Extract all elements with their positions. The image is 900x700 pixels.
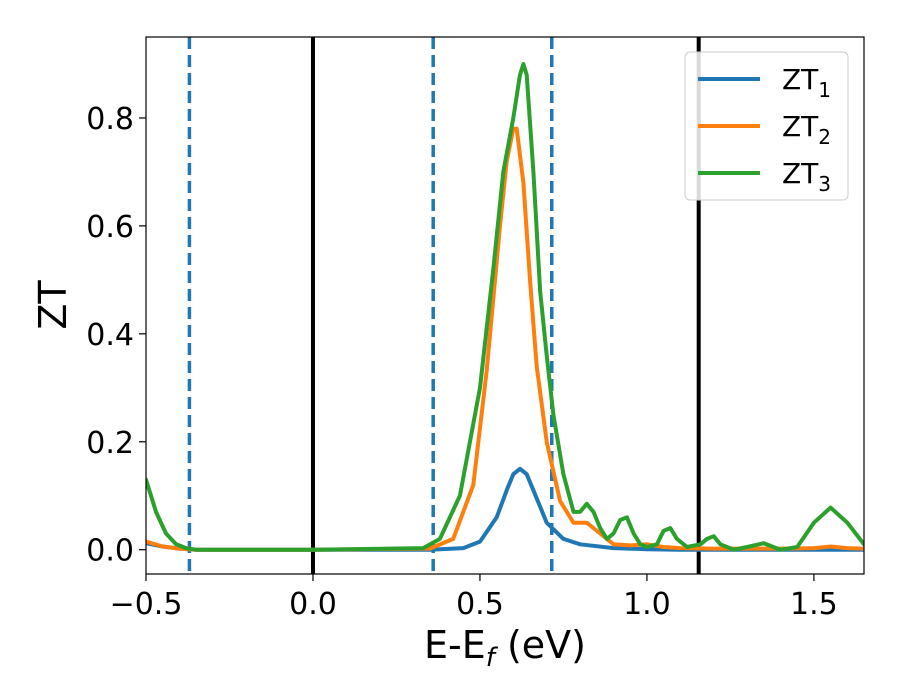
y-tick-label: 0.4 [86, 318, 134, 353]
legend-label-2: ZT2 [782, 110, 831, 149]
x-axis-label-unit: (eV) [495, 623, 586, 667]
series-lines [146, 62, 864, 552]
plot-frame [145, 36, 865, 575]
y-tick-label: 0.0 [86, 534, 134, 569]
y-tick-label: 0.2 [86, 426, 134, 461]
legend-label-1: ZT1 [782, 63, 831, 102]
legend-box [684, 51, 849, 201]
x-tick-label: 1.5 [790, 587, 838, 622]
legend: ZT1 ZT2 ZT3 [684, 51, 849, 201]
series-line-1 [146, 466, 864, 552]
x-tick-label: 0.0 [289, 587, 337, 622]
x-tick-label: 1.0 [623, 587, 671, 622]
y-axis: 0.0 0.2 0.4 0.6 0.8 [86, 102, 146, 569]
y-tick-label: 0.8 [86, 102, 134, 137]
reference-lines [187, 37, 701, 574]
legend-label-3: ZT3 [782, 157, 831, 196]
x-tick-label: −0.5 [110, 587, 183, 622]
x-axis: −0.5 0.0 0.5 1.0 1.5 [110, 574, 838, 622]
x-tick-label: 0.5 [456, 587, 504, 622]
y-axis-label: ZT [31, 280, 75, 330]
x-axis-label: E-Ef (eV) [424, 623, 586, 673]
y-tick-label: 0.6 [86, 210, 134, 245]
series-line-3 [146, 62, 864, 552]
